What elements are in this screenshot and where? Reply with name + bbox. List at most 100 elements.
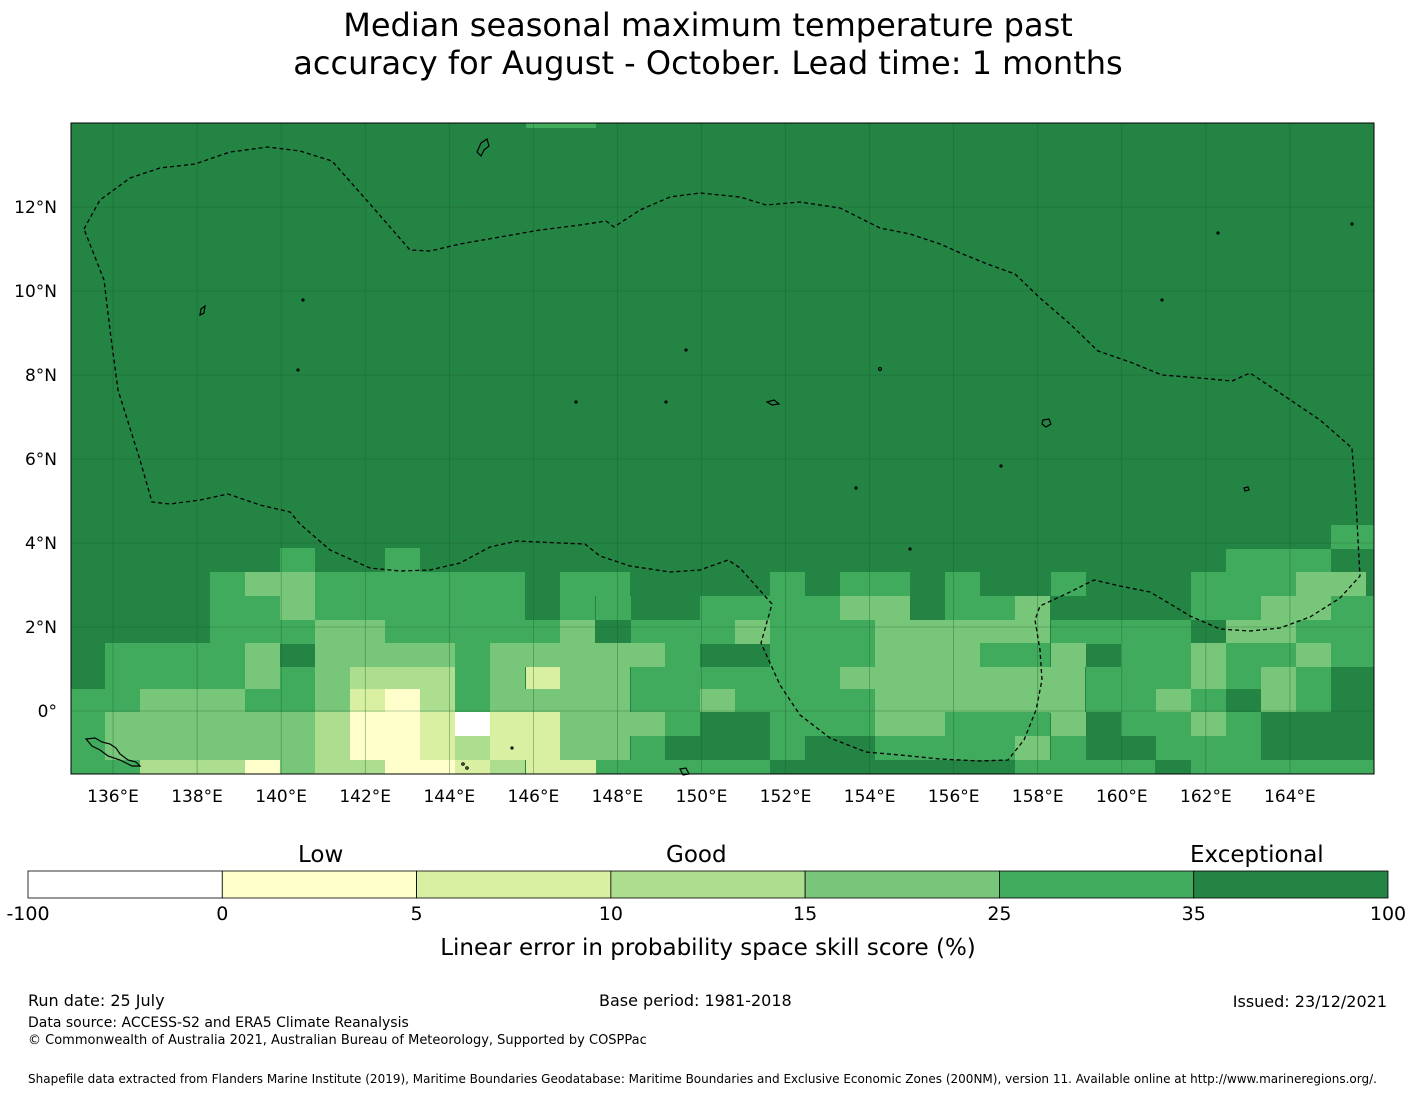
heatmap-cell xyxy=(596,760,701,774)
lon-tick-label: 156°E xyxy=(928,787,980,807)
heatmap-cell xyxy=(770,572,805,596)
heatmap-cell xyxy=(840,572,910,596)
heatmap-cell xyxy=(420,712,455,736)
heatmap-cell xyxy=(1331,596,1374,620)
heatmap-cell xyxy=(140,689,245,713)
heatmap-cell xyxy=(1226,643,1296,667)
heatmap-cell xyxy=(315,596,455,620)
longitude-tick-labels: 136°E 138°E 140°E 142°E 144°E 146°E 148°E 150°E… xyxy=(87,787,1316,807)
colorbar-label: Linear error in probability space skill … xyxy=(440,935,976,961)
heatmap-cell xyxy=(1156,760,1191,774)
heatmap-cell xyxy=(455,667,490,691)
heatmap-cell xyxy=(700,760,770,774)
lon-tick-label: 154°E xyxy=(844,787,896,807)
heatmap-cell xyxy=(455,736,490,760)
heatmap-cell xyxy=(596,620,631,643)
heatmap-cell xyxy=(875,689,1085,713)
heatmap-cell xyxy=(700,596,770,620)
heatmap-cell xyxy=(420,736,455,760)
heatmap-cell xyxy=(1261,712,1331,736)
heatmap-cell xyxy=(945,596,1015,620)
heatmap-cell xyxy=(1296,620,1374,644)
category-good: Good xyxy=(666,842,727,868)
heatmap-cell xyxy=(210,596,280,620)
heatmap-cell xyxy=(1191,667,1226,691)
heatmap-cell xyxy=(1051,712,1086,736)
heatmap-cell xyxy=(631,667,771,691)
guam-outline xyxy=(476,138,490,158)
heatmap-cell xyxy=(385,689,420,713)
map-title: Median seasonal maximum temperature past… xyxy=(0,6,1416,82)
heatmap-cell xyxy=(560,596,595,620)
heatmap-cell xyxy=(105,736,315,760)
lon-tick-label: 164°E xyxy=(1264,787,1316,807)
heatmap-cell xyxy=(280,572,315,620)
png-coast-outline xyxy=(84,737,142,767)
heatmap-cell xyxy=(560,620,595,644)
heatmap-cell xyxy=(526,667,561,691)
heatmap-cell xyxy=(631,689,701,713)
heatmap-cell xyxy=(1191,572,1226,596)
heatmap-cell xyxy=(770,620,875,644)
heatmap-cell xyxy=(315,667,350,691)
atoll-9 xyxy=(1216,231,1220,235)
atoll-10 xyxy=(1350,222,1354,226)
latitude-tick-labels: 12°N 10°N 8°N 6°N 4°N 2°N 0° xyxy=(14,198,57,722)
heatmap-cell xyxy=(1261,667,1296,691)
title-line-1: Median seasonal maximum temperature past xyxy=(343,6,1073,44)
heatmap-cell xyxy=(71,760,141,774)
heatmap-cell xyxy=(1191,760,1374,774)
heatmap-cell xyxy=(980,643,1050,667)
heatmap-cell xyxy=(1015,736,1050,760)
atoll-7 xyxy=(854,486,858,490)
lat-tick-label: 0° xyxy=(38,702,57,722)
heatmap-cell xyxy=(385,760,455,774)
heatmap-cell xyxy=(526,760,596,774)
heatmap-cell xyxy=(770,643,840,667)
heatmap-cell xyxy=(945,620,1050,644)
heatmap-cell xyxy=(596,596,631,620)
atoll-3 xyxy=(684,348,688,352)
heatmap-cell xyxy=(1261,736,1374,760)
lon-tick-label: 146°E xyxy=(508,787,560,807)
atoll-15 xyxy=(510,746,514,750)
heatmap-cell xyxy=(105,667,245,691)
heatmap-cell xyxy=(560,712,665,736)
heatmap-cell xyxy=(455,596,525,620)
heatmap-cell xyxy=(490,689,630,713)
heatmap-cell xyxy=(1261,596,1331,620)
heatmap-cell xyxy=(71,736,106,760)
atoll-4 xyxy=(664,400,668,404)
heatmap-cell xyxy=(875,667,1085,691)
lon-tick-label: 150°E xyxy=(676,787,728,807)
lat-tick-label: 8°N xyxy=(25,366,57,386)
lon-tick-label: 142°E xyxy=(339,787,391,807)
lat-tick-label: 6°N xyxy=(25,450,57,470)
lon-tick-label: 152°E xyxy=(760,787,812,807)
fsm-eez-boundary xyxy=(83,146,1361,762)
heatmap-cell xyxy=(1226,620,1296,644)
lon-tick-label: 138°E xyxy=(171,787,223,807)
heatmap-cell xyxy=(770,667,840,691)
heatmap-cell xyxy=(350,643,455,667)
heatmap-cell xyxy=(315,712,350,736)
heatmap-cell xyxy=(1191,596,1226,620)
heatmap-cell xyxy=(1086,667,1121,691)
heatmap-cells xyxy=(71,123,1374,774)
heatmap-cell xyxy=(1121,643,1191,667)
heatmap-cell xyxy=(280,760,315,774)
heatmap-cell xyxy=(1086,689,1156,713)
lat-tick-label: 10°N xyxy=(14,282,57,302)
heatmap-cell xyxy=(490,736,560,760)
heatmap-cell xyxy=(735,620,770,644)
heatmap-cell xyxy=(350,689,385,713)
heatmap-cell xyxy=(490,712,560,736)
atoll-2 xyxy=(1160,298,1164,302)
heatmap-cell xyxy=(245,667,280,691)
heatmap-cell xyxy=(560,736,630,760)
heatmap-cell xyxy=(770,760,910,774)
yap-outline xyxy=(199,304,206,317)
heatmap-cell xyxy=(1296,643,1331,667)
heatmap-cell xyxy=(840,667,875,691)
